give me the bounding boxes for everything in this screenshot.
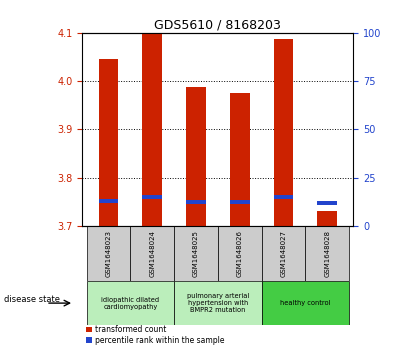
Title: GDS5610 / 8168203: GDS5610 / 8168203 [155,19,281,32]
Text: GSM1648025: GSM1648025 [193,230,199,277]
Bar [174,281,261,325]
Text: idiopathic dilated
cardiomyopathy: idiopathic dilated cardiomyopathy [101,297,159,310]
Bar [317,211,337,226]
Bar [317,201,337,205]
Legend: transformed count, percentile rank within the sample: transformed count, percentile rank withi… [86,325,225,345]
Bar [261,226,305,281]
Bar [99,59,118,226]
Bar [99,199,118,203]
Bar [186,200,206,204]
Text: GSM1648026: GSM1648026 [237,230,243,277]
Bar [174,226,218,281]
Bar [87,226,130,281]
Bar [274,39,293,226]
Text: healthy control: healthy control [280,300,330,306]
Text: GSM1648024: GSM1648024 [149,230,155,277]
Bar [305,226,349,281]
Bar [87,281,174,325]
Bar [230,200,249,204]
Text: GSM1648028: GSM1648028 [324,230,330,277]
Text: GSM1648027: GSM1648027 [280,230,286,277]
Text: GSM1648023: GSM1648023 [106,230,111,277]
Bar [142,33,162,226]
Text: disease state: disease state [4,295,60,304]
Bar [130,226,174,281]
Bar [142,196,162,199]
Bar [261,281,349,325]
Bar [230,93,249,226]
Bar [186,87,206,226]
Bar [274,196,293,199]
Bar [218,226,261,281]
Text: pulmonary arterial
hypertension with
BMPR2 mutation: pulmonary arterial hypertension with BMP… [187,293,249,313]
